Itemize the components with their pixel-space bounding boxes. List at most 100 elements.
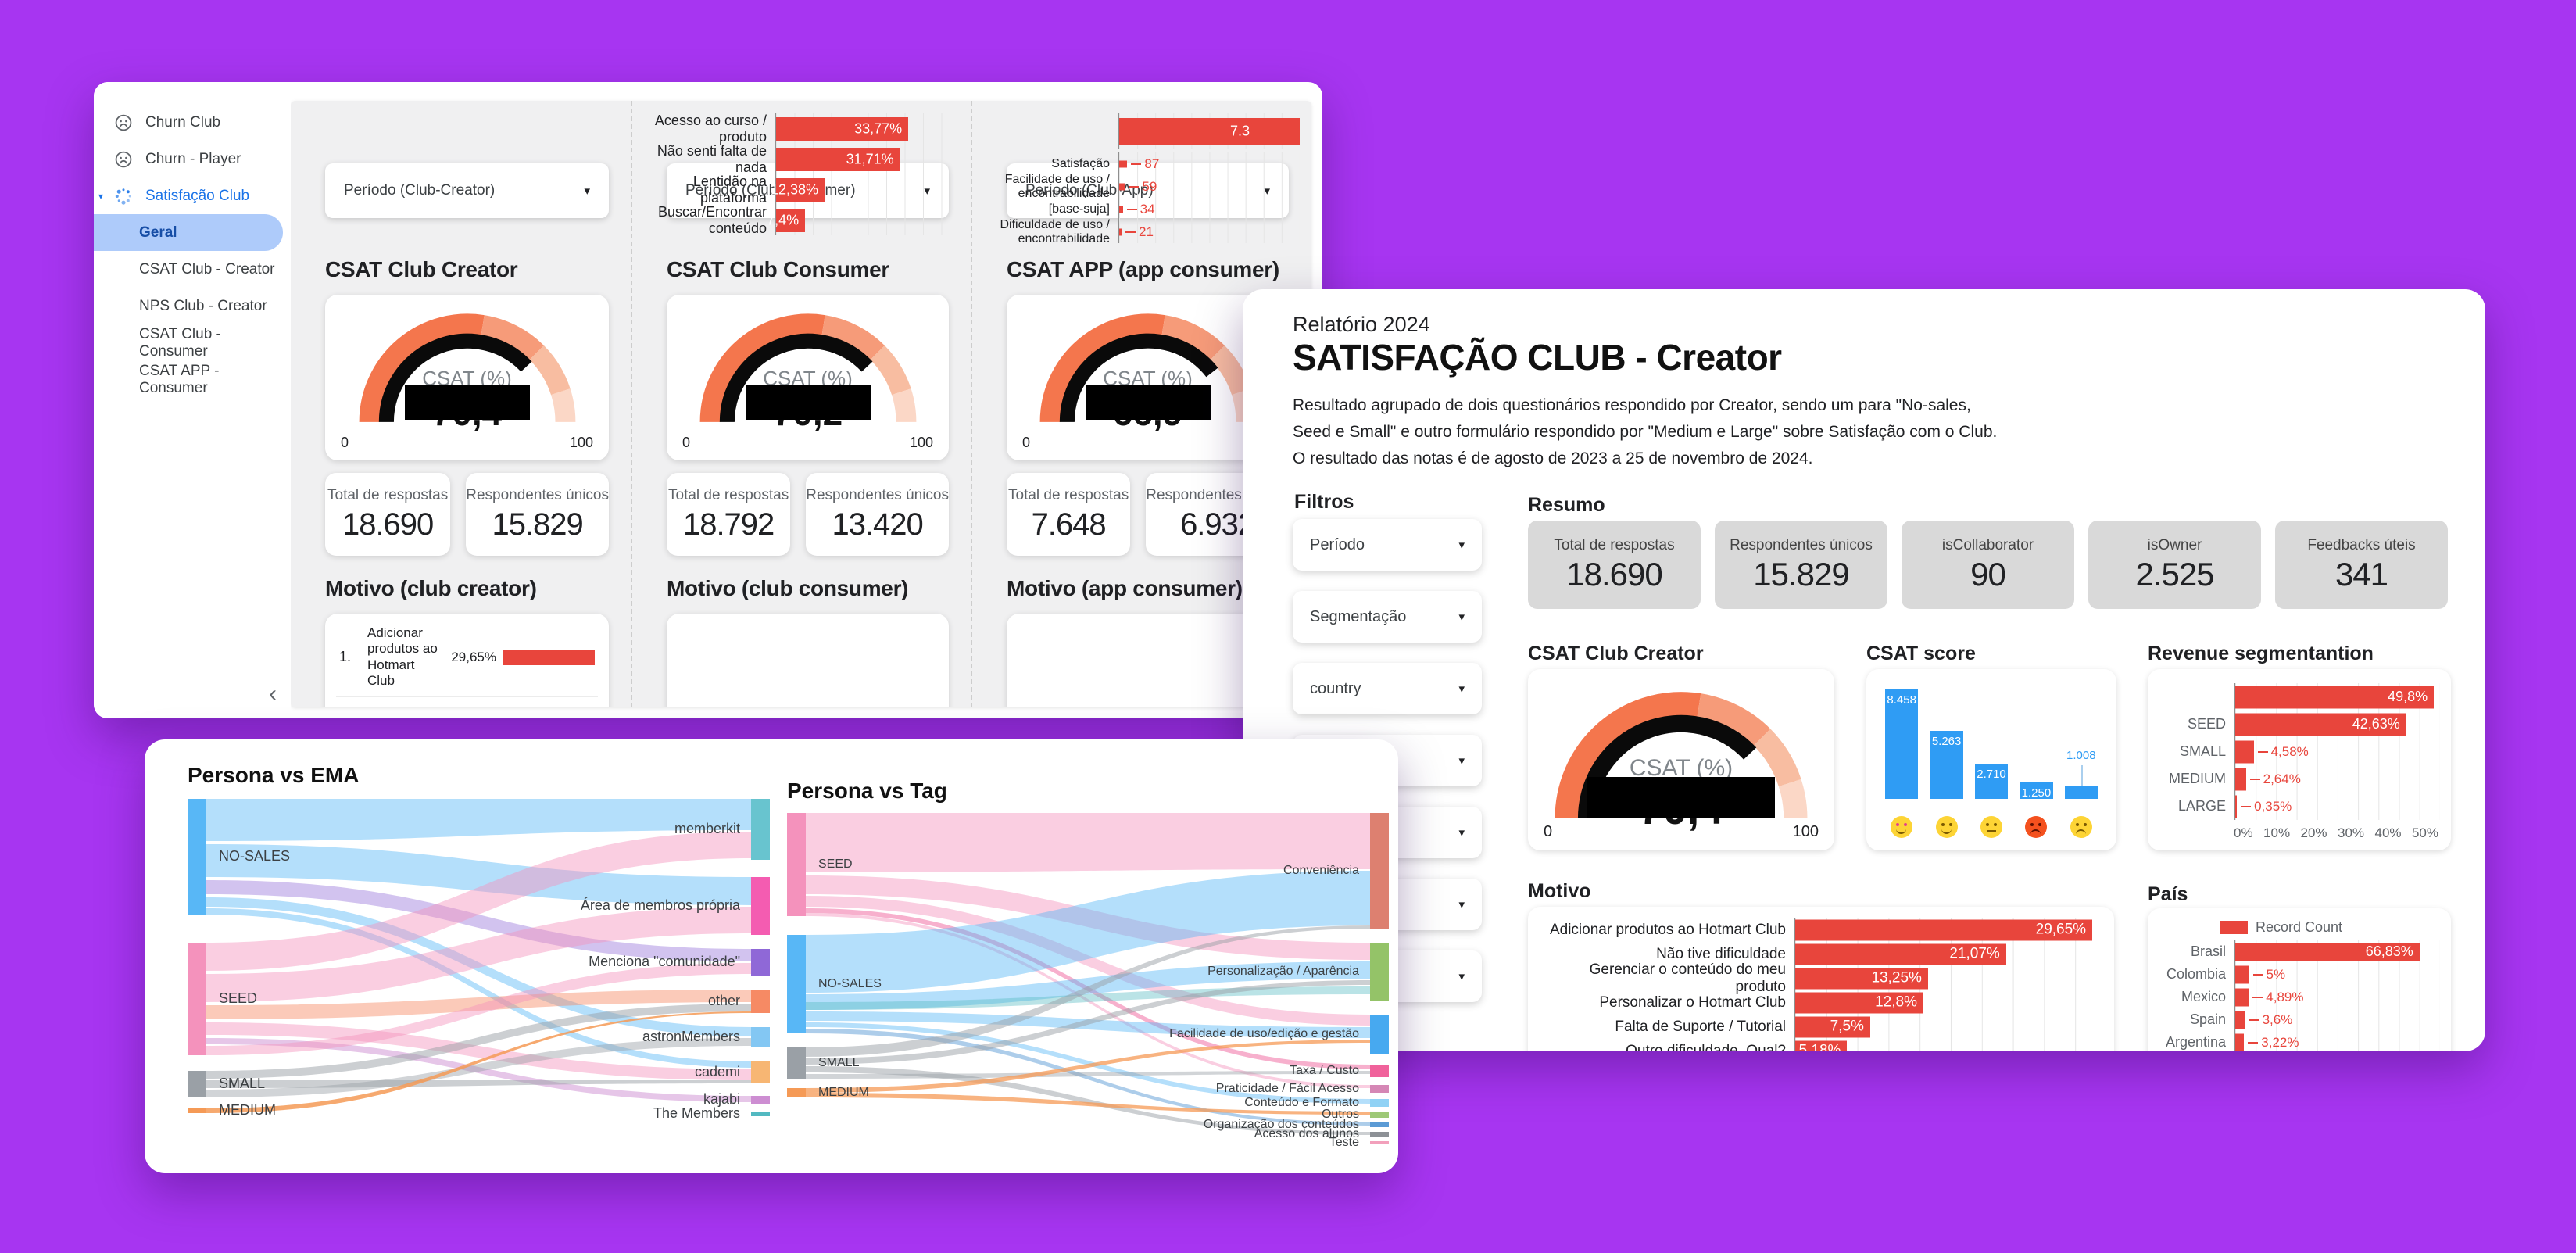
emoji-cell (1975, 816, 2008, 838)
semicircle-gauge: CSAT (%)70,40100 (338, 301, 596, 453)
bar-value: 5.263 (1931, 735, 1962, 749)
sidebar-item-nps-club-creator[interactable]: NPS Club - Creator (94, 288, 291, 324)
bar-value: 3,6% (2249, 1012, 2293, 1028)
motivo-chart: Adicionar produtos ao Hotmart Club 29,65%… (1528, 907, 2114, 1051)
filter-dropdown[interactable]: Período (Club-Creator) ▾ (325, 163, 609, 218)
revenue-segmentation-chart: 49,8% SEED 42,63% SMALL 4,58% MEDIUM 2,64% LARG… (2148, 669, 2451, 850)
chevron-down-icon: ▾ (584, 184, 590, 198)
sidebar-item-satisfa-o-club[interactable]: ▾ Satisfação Club (94, 177, 291, 214)
row-label: Não tive dificuldade (367, 704, 445, 707)
bar-track: 12,8% (1794, 990, 2106, 1015)
row-value: 29,65% (451, 649, 496, 664)
bar-label: MEDIUM (2169, 771, 2226, 787)
filter-dropdown-segmenta-o[interactable]: Segmentação ▾ (1293, 591, 1482, 643)
bar-track: 49,8% (2234, 683, 2440, 711)
report-canvas: Período (Club-Creator) ▾ CSAT Club Creator… (291, 101, 1311, 707)
bar: 8.458 (1885, 689, 1919, 799)
axis-tick: 0% (2234, 825, 2253, 840)
metric-value: 13.420 (832, 507, 923, 542)
summary-scorecard: Respondentes únicos 15.829 (1715, 521, 1887, 609)
metric-label: isCollaborator (1941, 536, 2034, 553)
spinner-icon (114, 187, 133, 206)
svg-text:MEDIUM: MEDIUM (818, 1086, 869, 1099)
gauge-min: 0 (1544, 823, 1553, 840)
metric-value: 7.648 (1031, 507, 1107, 542)
bar-value: 21,07% (1949, 945, 2000, 962)
axis-tick: 40% (2374, 825, 2402, 840)
sidebar-item-label: CSAT Club - Creator (139, 260, 275, 277)
svg-text:Personalização / Aparência: Personalização / Aparência (1208, 965, 1359, 978)
page-title: SATISFAÇÃO CLUB - Creator (1293, 337, 1782, 378)
chevron-down-icon: ▾ (1458, 898, 1465, 911)
bar-label: Falta de Suporte / Tutorial (1615, 1018, 1786, 1035)
filter-label: Período (Club-Creator) (344, 182, 496, 199)
bar: 13,25% (1795, 968, 1928, 989)
sidebar-item-churn-club[interactable]: Churn Club (94, 104, 291, 141)
scorecard: Total de respostas 7.648 (1007, 473, 1131, 556)
persona-vs-tag-sankey: SEED NO-SALES SMALL MEDIUM Conveniência Perso… (787, 810, 1389, 1158)
bar-value: 7,5% (1830, 1018, 1864, 1035)
bar-chart: 7.3 Satisfação 87 Facilidade de uso / encon… (983, 113, 1300, 707)
svg-text:Conteúdo e Formato: Conteúdo e Formato (1244, 1096, 1359, 1109)
metric-value: 15.829 (492, 507, 583, 542)
bar: 12,8% (1795, 992, 1923, 1013)
sidebar-collapse-button[interactable]: ‹ (269, 681, 277, 707)
bar-track: 13,25% (1794, 966, 2106, 990)
bar-track: 7,5% (1794, 1015, 2106, 1039)
bar (2235, 1033, 2245, 1051)
scorecard: Total de respostas 18.690 (325, 473, 451, 556)
filter-label: Segmentação (1310, 607, 1407, 625)
bar (2064, 786, 2098, 799)
bar-row: SEED 42,63% (2159, 711, 2440, 738)
bar-row: Adicionar produtos ao Hotmart Club 29,65% (1536, 918, 2106, 942)
neutral-emoji-icon (1980, 816, 2003, 838)
bar-row: Personalizar o Hotmart Club 12,8% (1536, 990, 2106, 1015)
chevron-down-icon: ▾ (1458, 754, 1465, 768)
metric-label: Total de respostas (1008, 486, 1129, 503)
sidebar-item-churn-player[interactable]: Churn - Player (94, 141, 291, 177)
filter-dropdown-per-odo[interactable]: Período ▾ (1293, 519, 1482, 571)
svg-text:Área de membros própria: Área de membros própria (581, 897, 741, 913)
bar-row: Outro dificuldade. Qual? 5,18% (1536, 1039, 2106, 1051)
sidebar-item-csat-club-consumer[interactable]: CSAT Club - Consumer (94, 324, 291, 361)
bar-label: Não tive dificuldade (1656, 945, 1786, 962)
chevron-down-icon: ▾ (1458, 610, 1465, 624)
sidebar-item-label: Churn - Player (145, 150, 242, 167)
gauge-card: CSAT (%)70,20100 (667, 295, 949, 460)
scorecard: Total de respostas 18.792 (667, 473, 791, 556)
frown-emoji-icon (2070, 816, 2092, 838)
bar-value: 66,83% (2365, 943, 2413, 959)
revenue-segmentation-title: Revenue segmentantion (2148, 643, 2374, 664)
row-label: Adicionar produtos ao Hotmart Club (367, 625, 438, 689)
bar-track: 42,63% (2234, 711, 2440, 738)
sidebar-item-geral[interactable]: Geral (94, 214, 283, 251)
metric-value: 90 (1970, 555, 2006, 592)
x-axis: 0% 10% 20% 30% 40% 50% (2234, 825, 2438, 841)
svg-text:Organização dos conteúdos: Organização dos conteúdos (1204, 1118, 1359, 1131)
svg-text:SEED: SEED (219, 990, 257, 1006)
bar-label: Spain (2189, 1011, 2226, 1028)
sidebar-item-label: CSAT APP - Consumer (139, 362, 220, 396)
metric-value: 341 (2334, 555, 2388, 592)
report-eyebrow: Relatório 2024 (1293, 313, 1430, 336)
sidebar-item-csat-club-creator[interactable]: CSAT Club - Creator (94, 251, 291, 288)
sidebar-item-label: CSAT Club - Consumer (139, 325, 221, 360)
bar-value: 1.250 (2021, 786, 2052, 800)
metric-label: Total de respostas (1554, 536, 1675, 553)
bar-track: 2,64% (2234, 765, 2440, 793)
leader-line (2080, 765, 2083, 786)
bar-value: 13,25% (1871, 969, 1922, 986)
summary-scorecard: Feedbacks úteis 341 (2275, 521, 2448, 609)
sidebar-item-csat-app-consumer[interactable]: CSAT APP - Consumer (94, 361, 291, 398)
bar-value: 49,8% (2388, 689, 2428, 704)
filter-dropdown-country[interactable]: country ▾ (1293, 663, 1482, 714)
country-chart-title: País (2148, 883, 2188, 905)
gauge-value: 70,2 (679, 385, 936, 434)
column-bars: 8.458 5.263 2.710 1.250 1.008 (1885, 689, 2098, 800)
bar-row: Colombia 5% (2159, 963, 2440, 986)
bar-track: 4,58% (2234, 738, 2440, 765)
emoji-axis (1885, 816, 2098, 838)
metric-value: 2.525 (2135, 555, 2214, 592)
svg-text:Menciona "comunidade": Menciona "comunidade" (589, 954, 740, 969)
report-description: Resultado agrupado de dois questionários… (1293, 396, 1998, 467)
